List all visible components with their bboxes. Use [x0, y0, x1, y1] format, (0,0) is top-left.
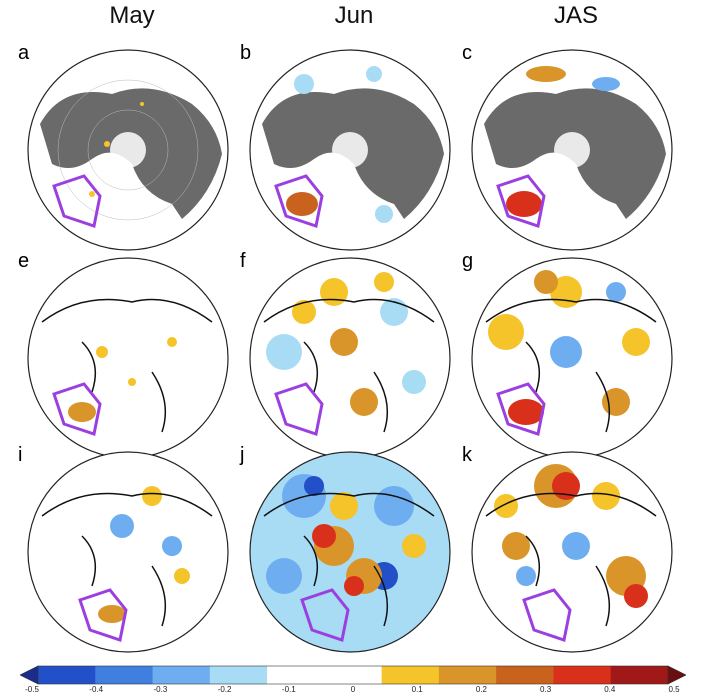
colorbar-segment — [381, 666, 440, 684]
polar-map — [249, 451, 451, 653]
map-panel-c: c — [462, 42, 678, 256]
polar-map — [27, 451, 229, 653]
panel-label: c — [462, 42, 472, 64]
colorbar-extend-high — [667, 665, 686, 685]
panel-label: f — [240, 250, 246, 272]
map-panel-f: f — [240, 250, 456, 464]
colorbar-tick-label: 0.5 — [668, 685, 680, 694]
colorbar-tick-label: 0.1 — [411, 685, 423, 694]
colorbar-tick-label: 0 — [350, 685, 356, 694]
polar-map — [249, 257, 451, 459]
colorbar-segment — [610, 666, 669, 684]
map-panel-b: b — [240, 42, 456, 256]
panel-label: i — [18, 444, 23, 466]
map-panel-e: e — [18, 250, 234, 464]
map-panel-g: g — [462, 250, 678, 464]
colorbar-segment — [152, 666, 211, 684]
map-panel-a: a — [18, 42, 234, 256]
panel-label: a — [18, 42, 30, 64]
panel-label: j — [240, 444, 245, 466]
panel-label: k — [462, 444, 472, 466]
colorbar-tick-label: -0.4 — [89, 685, 104, 694]
panel-label: g — [462, 250, 474, 272]
colorbar-tick-label: 0.2 — [475, 685, 487, 694]
colorbar-segment — [553, 666, 612, 684]
column-title-jun: Jun — [334, 2, 374, 29]
colorbar-segment — [95, 666, 154, 684]
colorbar-tick-label: -0.3 — [153, 685, 168, 694]
colorbar-tick-label: 0.4 — [604, 685, 616, 694]
polar-map — [27, 257, 229, 459]
map-panel-j: j — [240, 444, 456, 658]
map-panel-i: i — [18, 444, 234, 658]
polar-map — [27, 49, 229, 251]
panel-label: e — [18, 250, 30, 272]
polar-map — [249, 49, 451, 251]
polar-map — [471, 49, 673, 251]
colorbar-segment — [324, 666, 383, 684]
colorbar-segment — [209, 666, 268, 684]
column-title-may: May — [109, 2, 155, 29]
colorbar-segment — [496, 666, 554, 684]
colorbar-segment — [38, 666, 96, 684]
colorbar-extend-low — [20, 665, 39, 685]
colorbar-tick-label: 0.3 — [540, 685, 552, 694]
map-panel-k: k — [462, 444, 678, 658]
panel-label: b — [240, 42, 252, 64]
polar-map — [471, 257, 673, 459]
colorbar-tick-label: -0.5 — [25, 685, 39, 694]
colorbar — [20, 665, 686, 685]
colorbar-tick-label: -0.1 — [281, 685, 296, 694]
colorbar-segment — [267, 666, 325, 684]
colorbar-segment — [438, 666, 497, 684]
column-title-jas: JAS — [553, 2, 598, 29]
polar-map — [471, 451, 673, 653]
colorbar-tick-label: -0.2 — [217, 685, 232, 694]
